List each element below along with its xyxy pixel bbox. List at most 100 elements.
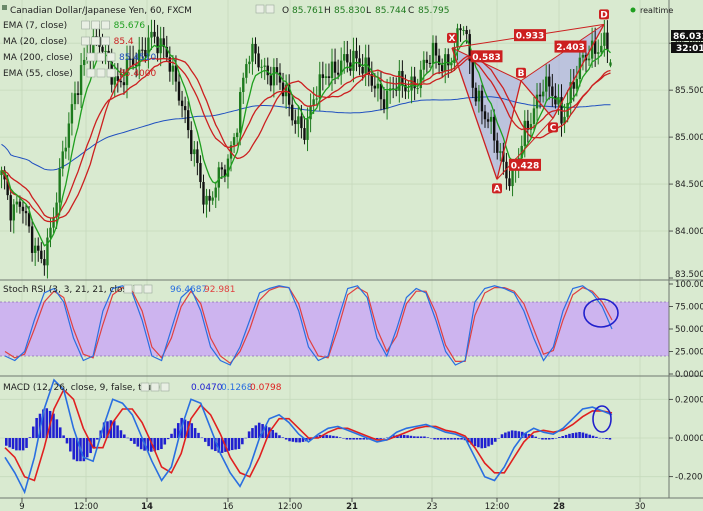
candle-body [220,167,224,170]
settings-icon[interactable] [265,4,275,14]
macd-hist-bar [166,438,170,440]
macd-hist-bar [82,438,86,462]
macd-hist-bar [581,432,585,438]
legend-item[interactable]: EMA (55, close) 85.4000 [3,68,156,79]
candle-body [447,54,450,66]
time-tick-label: 12:00 [278,502,303,511]
candle-body [260,66,263,68]
legend-item[interactable]: MA (20, close) 85.4 [3,36,134,47]
macd-hist-bar [571,433,575,438]
realtime-label: realtime [640,6,673,15]
candle-body [147,37,150,57]
macd-hist-bar [193,428,197,438]
macd-hist-bar [585,433,588,438]
macd-hist-bar [480,438,484,449]
macd-hide-icon[interactable] [140,382,150,392]
candle-body [398,70,401,91]
candle-body [523,120,526,146]
candle-body [336,72,340,75]
legend-hide-icon[interactable] [86,68,96,78]
price-tick-label: 85.500 [675,86,703,96]
candle-body [30,226,34,253]
candle-body [600,45,603,53]
rsi-tick-label: 100.0000 [675,280,703,290]
macd-hist-bar [65,438,69,444]
macd-hist-bar [359,438,362,440]
candle-body [361,66,364,74]
macd-legend[interactable]: MACD (12, 26, close, 9, false, true) 0.0… [3,382,282,393]
macd-hist-bar [534,436,538,438]
legend-settings-icon[interactable] [96,68,106,78]
legend-hide-icon[interactable] [86,52,96,62]
stoch-rsi-band [0,302,669,356]
candle-body [186,110,190,131]
candle-body [541,91,545,97]
legend-item[interactable]: EMA (7, close) 85.676 [3,20,145,31]
macd-hist-bar [406,435,409,438]
candle-body [287,84,291,105]
ohlc-high-label: H [324,6,331,16]
indicator-legend[interactable]: EMA (7, close) 85.676 MA (20, close) 85.4 MA… [3,20,156,79]
macd-hist-bar [197,432,200,438]
macd-hist-bar [227,438,231,451]
legend-close-icon[interactable] [101,36,110,46]
legend-item-label: MA (200, close) [3,53,73,63]
pattern-point-b [516,67,526,78]
candle-body [545,76,548,92]
harmonic-pattern-lines[interactable]: X A B C D 0.933 0.583 2.403 0.428 [447,9,609,194]
candle-body [529,123,533,130]
macd-annotation-ellipse[interactable] [592,405,612,433]
candle-body [272,67,276,86]
time-tick-label: 30 [635,502,646,511]
legend-close-icon[interactable] [106,68,116,78]
stoch-rsi-k-value: 96.4687 [170,285,207,295]
macd-close-icon[interactable] [160,382,170,392]
collapse-icon[interactable] [2,5,7,10]
macd-settings-icon[interactable] [150,382,160,392]
macd-hist-bar [517,431,521,438]
candle-body [168,57,172,72]
candle-body [459,28,462,31]
rsi-settings-icon[interactable] [133,284,143,294]
legend-close-icon[interactable] [106,52,116,62]
legend-settings-icon[interactable] [96,52,106,62]
legend-settings-icon[interactable] [91,20,100,30]
rsi-hide-icon[interactable] [123,284,133,294]
legend-close-icon[interactable] [101,20,110,30]
macd-hist-bar [413,436,416,438]
time-axis[interactable]: 9 12:00 14 16 12:00 21 23 12:00 28 30 [19,498,645,511]
macd-hist-bar [426,437,430,438]
legend-settings-icon[interactable] [91,36,100,46]
candle-body [535,94,539,109]
rsi-tick-label: 50.0000 [675,325,703,335]
price-tick-label: 84.000 [675,227,703,237]
candle-body [232,137,236,146]
macd-hist-bar [42,409,45,438]
macd-hist-bar [123,434,126,438]
legend-item-value: 85.4000 [119,69,156,79]
macd-hist-bar [160,438,163,450]
legend-item[interactable]: MA (200, close) 85.4510 [3,52,156,63]
macd-hist-bar [473,438,477,447]
candle-body [104,50,107,52]
macd-hist-bar [102,422,106,438]
macd-hist-bar [150,438,153,452]
legend-hide-icon[interactable] [81,36,90,46]
macd-hist-bar [8,438,11,448]
macd-hist-bar [241,438,244,445]
candle-body [431,42,435,64]
macd-hist-bar [544,438,548,440]
candle-body [333,61,337,73]
candle-body [603,32,606,46]
macd-hist-bar [362,438,366,440]
macd-hist-bar [308,438,312,441]
legend-hide-icon[interactable] [81,20,90,30]
rsi-annotation-ellipse[interactable] [583,298,619,328]
rsi-close-icon[interactable] [143,284,153,294]
chart-header: Canadian Dollar/Japanese Yen, 60, FXCM O… [2,4,673,16]
stoch-rsi-legend[interactable]: Stoch RSI (3, 3, 21, 21, close) 96.4687 … [3,284,236,295]
hide-icon[interactable] [255,4,265,14]
pattern-point-label: X [449,34,456,44]
